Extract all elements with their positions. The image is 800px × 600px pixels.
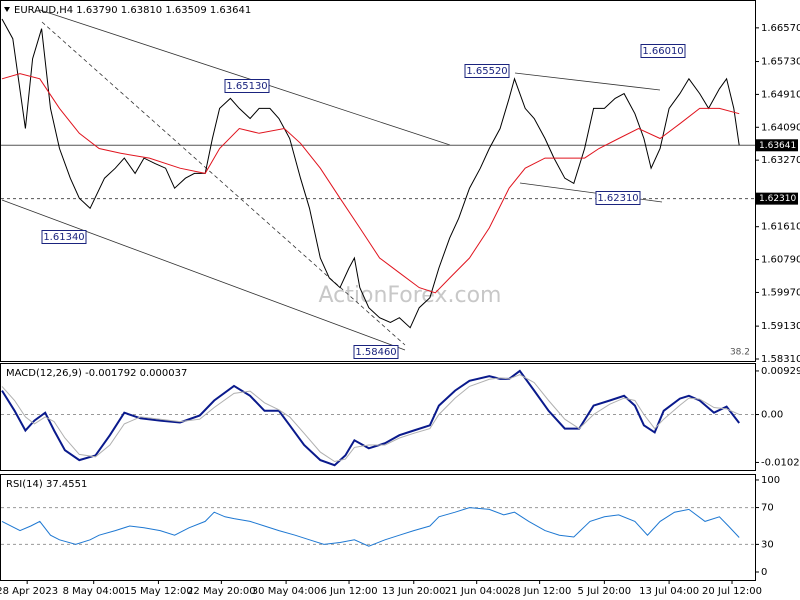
series-line — [1, 18, 740, 329]
x-tick-label: 6 Jun 12:00 — [320, 586, 377, 597]
trendline — [514, 72, 661, 91]
x-tick-label: 21 Jun 04:00 — [445, 586, 509, 597]
title-icon — [4, 7, 10, 12]
x-tick-label: 30 May 04:00 — [252, 586, 321, 597]
annotation-box — [464, 64, 510, 78]
x-tick-label: 20 Jul 12:00 — [702, 586, 762, 597]
x-tick-label: 28 Jun 12:00 — [508, 586, 572, 597]
series-line — [1, 374, 740, 463]
y-tick-label: 1.63270 — [761, 155, 800, 166]
x-tick-label: 5 Jul 20:00 — [578, 586, 632, 597]
annotation: 1.65130 — [226, 81, 267, 92]
trendline — [1, 199, 406, 351]
y-tick-label: 1.66570 — [761, 23, 800, 34]
y-tick-label: 1.59970 — [761, 287, 800, 298]
x-tick-label: 13 Jul 04:00 — [639, 586, 699, 597]
y-tick-label: 1.64090 — [761, 122, 800, 133]
annotation-box — [41, 230, 87, 244]
annotation: 1.62310 — [597, 193, 638, 204]
annotation-box — [224, 79, 270, 93]
x-tick-label: 28 Apr 2023 — [0, 586, 58, 597]
annotation: 1.58460 — [355, 347, 396, 358]
rsi-title: RSI(14) 37.4551 — [6, 479, 87, 490]
annotation: 38.2 — [730, 348, 750, 358]
y-tick-label: 0.009291 — [761, 366, 800, 377]
series-line — [1, 369, 740, 467]
x-tick-label: 15 May 12:00 — [124, 586, 193, 597]
price-label-box — [756, 192, 798, 205]
y-tick-label: 1.59130 — [761, 321, 800, 332]
annotation-box — [595, 191, 641, 205]
trendline — [41, 21, 406, 346]
y-tick-label: 100 — [761, 475, 780, 486]
annotation: 1.61340 — [43, 232, 84, 243]
trendline — [39, 9, 451, 146]
y-tick-label: 1.58310 — [761, 354, 800, 365]
series-line — [1, 73, 740, 294]
chart-title: EURAUD,H4 1.63790 1.63810 1.63509 1.6364… — [14, 5, 251, 16]
series-line — [1, 507, 740, 547]
y-tick-label: 1.61610 — [761, 222, 800, 233]
x-tick-label: 8 May 04:00 — [63, 586, 125, 597]
rsi-panel — [0, 474, 756, 581]
y-tick-label: 0 — [761, 567, 767, 578]
annotation-box — [353, 345, 399, 359]
macd-title: MACD(12,26,9) -0.001792 0.000037 — [6, 368, 187, 379]
y-tick-label: -0.010211 — [761, 457, 800, 468]
price-label-box — [756, 139, 798, 152]
y-tick-label: 30 — [761, 539, 774, 550]
y-tick-label: 0.00 — [761, 410, 783, 421]
macd-panel — [0, 363, 756, 471]
y-tick-label: 1.65730 — [761, 57, 800, 68]
annotation-box — [640, 44, 686, 58]
x-tick-label: 13 Jun 20:00 — [382, 586, 446, 597]
price-label: 1.63641 — [759, 141, 796, 151]
y-tick-label: 1.60790 — [761, 255, 800, 266]
y-tick-label: 1.64910 — [761, 89, 800, 100]
annotation: 1.65520 — [466, 66, 507, 77]
price-panel — [0, 0, 756, 362]
annotation: 1.66010 — [642, 46, 683, 57]
watermark: ActionForex.com — [319, 283, 502, 308]
x-tick-label: 22 May 20:00 — [187, 586, 256, 597]
price-label: 1.62310 — [759, 194, 796, 204]
y-tick-label: 70 — [761, 503, 774, 514]
